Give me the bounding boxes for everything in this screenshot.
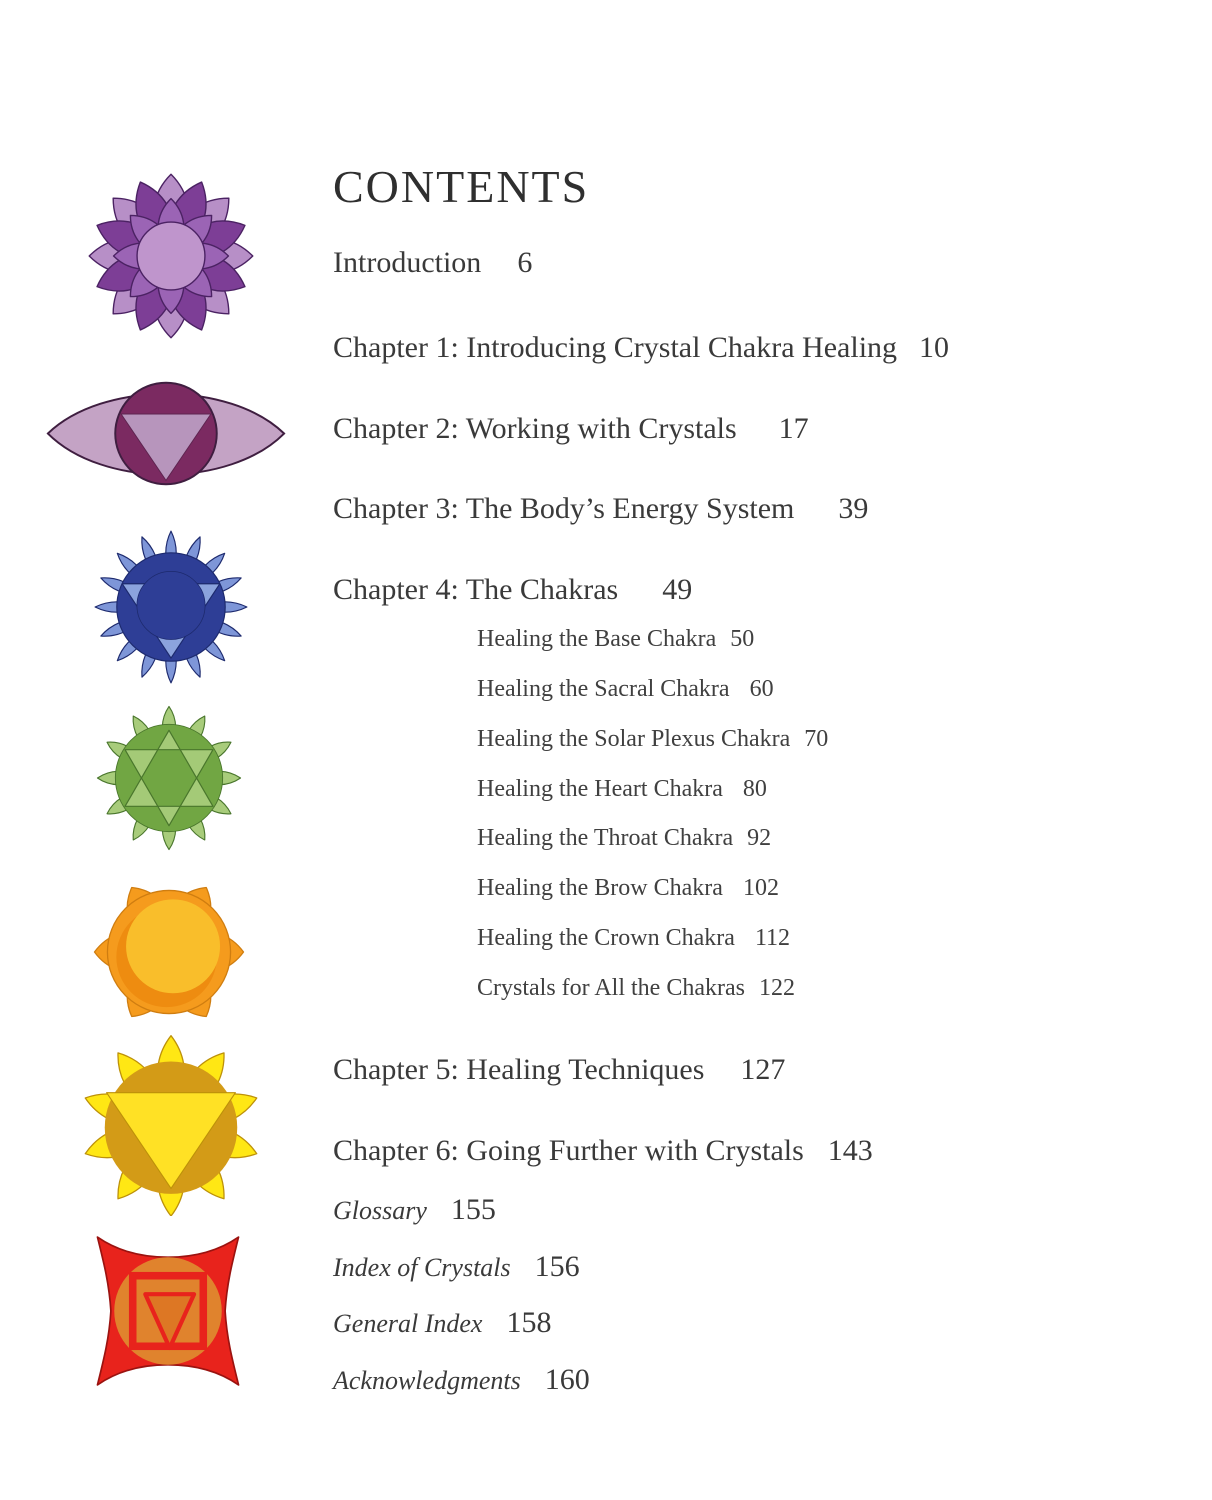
toc-entry-page-number: 158 — [506, 1306, 552, 1339]
throat-chakra-icon — [92, 528, 250, 686]
toc-entry-index-of-crystals: Index of Crystals 156 — [333, 1250, 580, 1284]
toc-entry-label: Chapter 6: Going Further with Crystals — [333, 1134, 804, 1167]
toc-entry-page-number: 60 — [749, 676, 774, 702]
toc-entry-page-number: 80 — [742, 776, 767, 802]
root-chakra-icon — [82, 1227, 254, 1395]
toc-entry-page-number: 92 — [747, 825, 772, 851]
toc-subentry-all-chakras: Crystals for All the Chakras 122 — [477, 975, 795, 1002]
toc-entry-chapter-3: Chapter 3: The Body’s Energy System 39 — [333, 492, 868, 526]
brow-chakra-icon — [40, 373, 292, 495]
toc-entry-chapter-2: Chapter 2: Working with Crystals 17 — [333, 412, 809, 446]
toc-entry-page-number: 112 — [754, 925, 791, 951]
toc-entry-page-number: 155 — [450, 1193, 496, 1226]
toc-entry-page-number: 50 — [730, 626, 755, 652]
toc-entry-page-number: 160 — [544, 1363, 590, 1396]
toc-entry-label: Chapter 2: Working with Crystals — [333, 412, 737, 445]
toc-entry-label: Healing the Heart Chakra — [477, 776, 723, 802]
toc-entry-label: Healing the Solar Plexus Chakra — [477, 726, 791, 752]
toc-entry-chapter-1: Chapter 1: Introducing Crystal Chakra He… — [333, 331, 949, 365]
page-title: CONTENTS — [333, 161, 590, 212]
toc-entry-label: Chapter 4: The Chakras — [333, 573, 619, 606]
sacral-chakra-icon — [80, 871, 258, 1033]
toc-entry-page-number: 10 — [919, 331, 950, 364]
toc-entry-label: Healing the Crown Chakra — [477, 925, 735, 951]
toc-entry-label: Healing the Sacral Chakra — [477, 676, 730, 702]
toc-entry-introduction: Introduction 6 — [333, 246, 532, 280]
toc-entry-label: Index of Crystals — [333, 1253, 511, 1282]
toc-entry-label: General Index — [333, 1309, 483, 1338]
toc-entry-label: Chapter 5: Healing Techniques — [333, 1053, 705, 1086]
crown-chakra-icon — [84, 163, 258, 349]
toc-entry-chapter-6: Chapter 6: Going Further with Crystals 14… — [333, 1134, 873, 1168]
toc-subentry-crown-chakra: Healing the Crown Chakra 112 — [477, 925, 790, 952]
toc-entry-label: Glossary — [333, 1196, 427, 1225]
toc-subentry-base-chakra: Healing the Base Chakra 50 — [477, 626, 754, 653]
toc-subentry-sacral-chakra: Healing the Sacral Chakra 60 — [477, 676, 774, 703]
toc-subentry-heart-chakra: Healing the Heart Chakra 80 — [477, 776, 767, 803]
toc-entry-label: Healing the Base Chakra — [477, 626, 717, 652]
toc-entry-page-number: 70 — [804, 726, 829, 752]
toc-entry-page-number: 17 — [778, 412, 809, 445]
toc-subentry-throat-chakra: Healing the Throat Chakra 92 — [477, 825, 771, 852]
toc-entry-page-number: 49 — [662, 573, 693, 606]
toc-entry-label: Crystals for All the Chakras — [477, 975, 745, 1001]
toc-entry-acknowledgments: Acknowledgments 160 — [333, 1363, 590, 1397]
solar-plexus-chakra-icon — [72, 1032, 270, 1216]
toc-entry-chapter-4: Chapter 4: The Chakras 49 — [333, 573, 692, 607]
toc-entry-page-number: 143 — [827, 1134, 873, 1167]
toc-entry-label: Chapter 1: Introducing Crystal Chakra He… — [333, 331, 898, 364]
toc-entry-label: Chapter 3: The Body’s Energy System — [333, 492, 795, 525]
toc-entry-page-number: 127 — [740, 1053, 786, 1086]
toc-entry-label: Introduction — [333, 246, 482, 279]
toc-entry-label: Healing the Brow Chakra — [477, 875, 723, 901]
toc-entry-page-number: 156 — [534, 1250, 580, 1283]
toc-entry-glossary: Glossary 155 — [333, 1193, 496, 1227]
toc-entry-label: Healing the Throat Chakra — [477, 825, 734, 851]
heart-chakra-icon — [90, 702, 248, 854]
toc-subentry-brow-chakra: Healing the Brow Chakra 102 — [477, 875, 779, 902]
toc-entry-page-number: 122 — [758, 975, 795, 1001]
toc-entry-page-number: 102 — [742, 875, 779, 901]
toc-entry-label: Acknowledgments — [333, 1366, 521, 1395]
toc-entry-chapter-5: Chapter 5: Healing Techniques 127 — [333, 1053, 785, 1087]
toc-entry-page-number: 39 — [838, 492, 869, 525]
toc-subentry-solar-plexus-chakra: Healing the Solar Plexus Chakra 70 — [477, 726, 828, 753]
toc-entry-page-number: 6 — [517, 246, 533, 279]
toc-entry-general-index: General Index 158 — [333, 1306, 551, 1340]
